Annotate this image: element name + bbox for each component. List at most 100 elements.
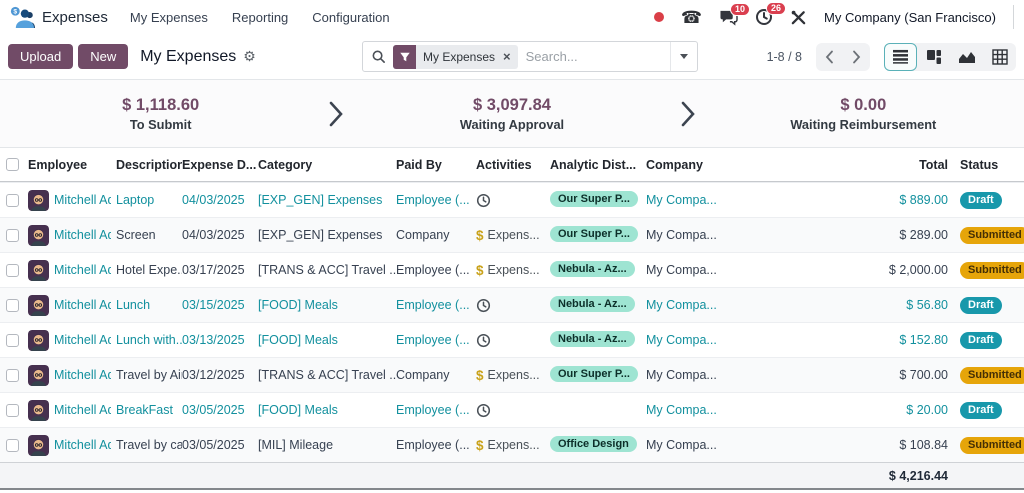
expense-row[interactable]: Mitchell Admin Lunch with... 03/13/2025 … <box>0 322 1024 357</box>
analytic-cell: Our Super P... <box>550 225 646 245</box>
systray: ☎ 10 26 My Company (San Francisco) <box>653 2 1014 29</box>
waiting-reimbursement-amount: $ 0.00 <box>840 95 887 114</box>
category-cell: [TRANS & ACC] Travel ... <box>258 263 396 277</box>
status-badge: Draft <box>960 401 1002 419</box>
expense-row[interactable]: Mitchell Admin Hotel Expe... 03/17/2025 … <box>0 252 1024 287</box>
expense-row[interactable]: Mitchell Admin Travel by car 03/05/2025 … <box>0 427 1024 462</box>
expense-row[interactable]: Mitchell Admin Screen 04/03/2025 [EXP_GE… <box>0 217 1024 252</box>
expense-row[interactable]: Mitchell Admin Travel by Air 03/12/2025 … <box>0 357 1024 392</box>
company-selector[interactable]: My Company (San Francisco) <box>824 9 996 25</box>
search-bar[interactable]: My Expenses × Search... <box>362 41 698 72</box>
expense-row[interactable]: Mitchell Admin BreakFast 03/05/2025 [FOO… <box>0 392 1024 427</box>
col-activities[interactable]: Activities <box>476 157 532 172</box>
status-badge: Submitted <box>960 366 1024 384</box>
employee-name[interactable]: Mitchell Admin <box>54 438 111 452</box>
activity-cell[interactable]: $ Expens... <box>476 263 550 278</box>
chevron-down-icon <box>680 54 688 59</box>
description-cell: BreakFast <box>116 403 173 417</box>
employee-name[interactable]: Mitchell Admin <box>54 368 111 382</box>
table-header: Employee Description Expense D... Catego… <box>0 148 1024 182</box>
employee-avatar <box>28 435 49 456</box>
description-cell: Travel by Air <box>116 368 182 382</box>
search-dropdown-toggle[interactable] <box>670 42 697 71</box>
app-switcher[interactable]: $ Expenses <box>10 6 108 29</box>
footer-total: $ 4,216.44 <box>888 468 948 483</box>
col-total[interactable]: Total <box>919 157 948 172</box>
col-category[interactable]: Category <box>258 157 313 172</box>
employee-name[interactable]: Mitchell Admin <box>54 263 111 277</box>
row-checkbox[interactable] <box>5 298 19 312</box>
activity-cell[interactable]: $ Expens... <box>476 438 550 453</box>
waiting-approval-card[interactable]: $ 3,097.84 Waiting Approval <box>351 96 672 132</box>
menu-configuration[interactable]: Configuration <box>312 9 390 25</box>
chevron-left-icon <box>825 50 833 63</box>
phone-icon[interactable]: ☎ <box>680 7 703 27</box>
activity-cell[interactable] <box>476 403 550 418</box>
description-cell: Lunch with... <box>116 333 182 347</box>
select-all-checkbox[interactable] <box>5 158 19 171</box>
expenses-app-icon: $ <box>10 6 35 28</box>
employee-avatar <box>28 225 49 246</box>
expense-row[interactable]: Mitchell Admin Laptop 04/03/2025 [EXP_GE… <box>0 182 1024 217</box>
menu-my-expenses[interactable]: My Expenses <box>129 9 208 25</box>
activities-icon[interactable]: 26 <box>755 2 787 26</box>
control-panel: Upload New My Expenses ⚙ My Expenses × S… <box>0 34 1024 79</box>
activity-cell[interactable] <box>476 193 550 208</box>
row-checkbox[interactable] <box>5 193 19 207</box>
activity-cell[interactable] <box>476 333 550 348</box>
to-submit-card[interactable]: $ 1,118.60 To Submit <box>0 96 321 132</box>
col-description[interactable]: Description <box>116 157 182 172</box>
status-cell: Submitted <box>960 366 1024 384</box>
employee-name[interactable]: Mitchell Admin <box>54 193 111 207</box>
analytic-cell: Our Super P... <box>550 365 646 385</box>
analytic-cell: Nebula - Az... <box>550 260 646 280</box>
expense-dashboard: $ 1,118.60 To Submit $ 3,097.84 Waiting … <box>0 79 1024 148</box>
activity-cell[interactable]: $ Expens... <box>476 228 550 243</box>
list-view-button[interactable] <box>884 42 917 71</box>
category-cell: [TRANS & ACC] Travel ... <box>258 368 396 382</box>
col-expense-date[interactable]: Expense D... <box>182 157 257 172</box>
paid-by-cell: Employee (... <box>396 193 470 207</box>
expense-date-cell: 03/05/2025 <box>182 438 245 452</box>
kanban-view-button[interactable] <box>917 43 950 71</box>
messages-icon[interactable]: 10 <box>719 2 751 26</box>
graph-view-button[interactable] <box>950 43 983 71</box>
row-checkbox[interactable] <box>5 228 19 242</box>
employee-name[interactable]: Mitchell Admin <box>54 403 111 417</box>
col-analytic[interactable]: Analytic Dist... <box>550 157 637 172</box>
facet-remove-icon[interactable]: × <box>503 49 511 64</box>
upload-button[interactable]: Upload <box>8 44 74 69</box>
employee-name[interactable]: Mitchell Admin <box>54 333 111 347</box>
menu-reporting[interactable]: Reporting <box>231 9 289 25</box>
expense-row[interactable]: Mitchell Admin Lunch 03/15/2025 [FOOD] M… <box>0 287 1024 322</box>
activity-cell[interactable]: $ Expens... <box>476 368 550 383</box>
col-paid-by[interactable]: Paid By <box>396 157 442 172</box>
pager-previous-button[interactable] <box>816 43 843 71</box>
row-checkbox[interactable] <box>5 368 19 382</box>
pivot-view-button[interactable] <box>983 43 1016 71</box>
svg-text:$: $ <box>13 8 17 15</box>
paid-by-cell: Employee (... <box>396 403 470 417</box>
col-status[interactable]: Status <box>960 157 999 172</box>
status-badge: Draft <box>960 191 1002 209</box>
main-menu: My Expenses Reporting Configuration <box>130 10 390 25</box>
waiting-reimbursement-card[interactable]: $ 0.00 Waiting Reimbursement <box>703 96 1024 132</box>
analytic-tag: Nebula - Az... <box>550 295 635 312</box>
activity-cell[interactable] <box>476 298 550 313</box>
view-settings-gear-icon[interactable]: ⚙ <box>243 48 256 64</box>
tools-icon[interactable] <box>790 9 807 26</box>
col-employee[interactable]: Employee <box>28 157 88 172</box>
row-checkbox[interactable] <box>5 333 19 347</box>
search-input[interactable]: Search... <box>525 49 578 64</box>
row-checkbox[interactable] <box>5 263 19 277</box>
company-cell: My Compa... <box>646 298 717 312</box>
col-company[interactable]: Company <box>646 157 703 172</box>
row-checkbox[interactable] <box>5 438 19 452</box>
new-button[interactable]: New <box>78 44 129 69</box>
employee-name[interactable]: Mitchell Admin <box>54 228 111 242</box>
row-checkbox[interactable] <box>5 403 19 417</box>
employee-avatar <box>28 365 49 386</box>
employee-name[interactable]: Mitchell Admin <box>54 298 111 312</box>
pager-next-button[interactable] <box>843 43 870 71</box>
paid-by-cell: Employee (... <box>396 263 470 277</box>
